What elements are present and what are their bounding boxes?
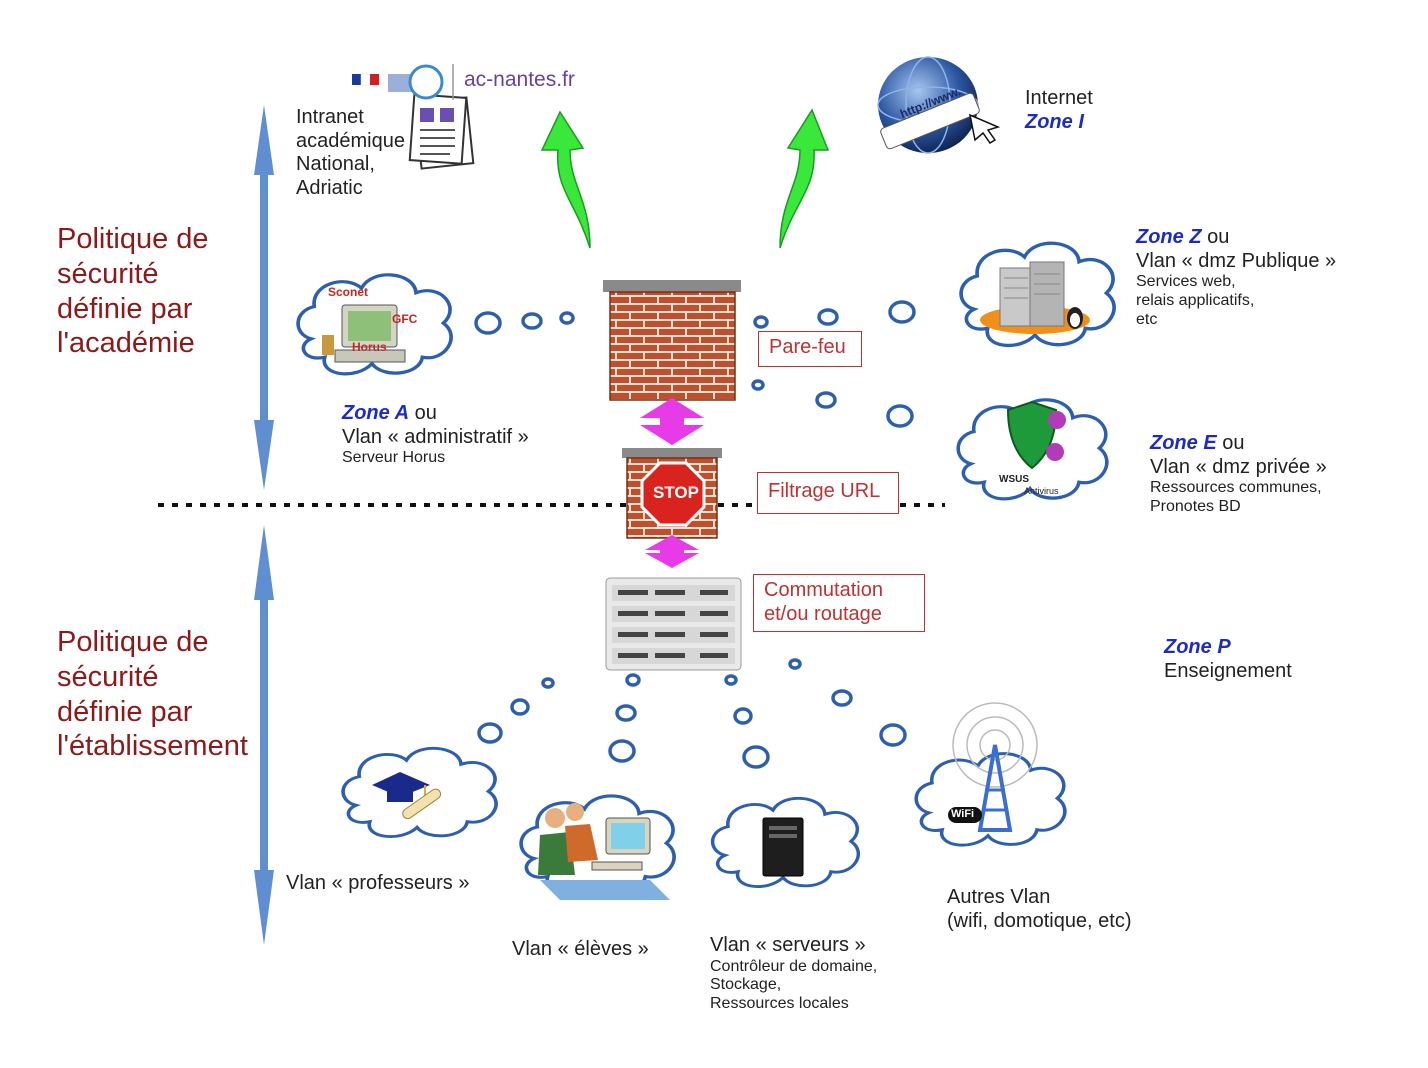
admin-computer-icon — [322, 304, 406, 363]
zone-p-label: Zone P — [1164, 636, 1231, 658]
intranet-line: Adriatic — [296, 176, 363, 199]
antivirus-label: Antivirus — [1024, 486, 1059, 496]
zone-z-vlan: Vlan « dmz Publique » — [1136, 249, 1337, 272]
server-tower-icon — [762, 817, 804, 877]
zone-a-block: Zone A ou Vlan « administratif » Serveur… — [342, 402, 529, 468]
academy-logo-icon — [352, 64, 454, 100]
dmz-public-servers-icon — [980, 261, 1090, 334]
internet-block: Internet Zone I — [1025, 87, 1093, 134]
zone-p-block: Zone P Enseignement — [1164, 636, 1292, 683]
parefeu-label: Pare-feu — [758, 331, 862, 367]
commutation-line: Commutation — [764, 579, 883, 601]
zone-i-label: Zone I — [1025, 110, 1084, 133]
zone-a-vlan: Vlan « administratif » — [342, 425, 529, 448]
zone-z-block: Zone Z ou Vlan « dmz Publique » Services… — [1136, 226, 1336, 330]
link-arrow-filter-switch — [645, 535, 699, 568]
policy-etablissement-line: Politique de — [57, 626, 209, 658]
cloud-vlan-professeurs — [341, 746, 498, 839]
students-computer-icon — [538, 803, 670, 900]
policy-academie-line: l'académie — [57, 327, 195, 360]
link-arrow-firewall-filter — [640, 398, 704, 445]
zone-z-or: ou — [1201, 226, 1230, 248]
policy-academie-line: sécurité — [57, 257, 159, 290]
wsus-label: WSUS — [999, 474, 1029, 485]
intranet-document-icon — [408, 93, 475, 170]
sconet-label: Sconet — [328, 285, 369, 299]
policy-etablissement-line: sécurité — [57, 660, 159, 693]
commutation-line: et/ou routage — [764, 603, 882, 625]
stop-sign-text: STOP — [653, 483, 699, 502]
policy-academie-line: Politique de — [57, 223, 209, 255]
intranet-line: Intranet — [296, 106, 364, 128]
policy-etablissement-line: l'établissement — [57, 730, 248, 763]
zone-z-detail: Services web, — [1136, 273, 1236, 291]
graduation-cap-icon — [372, 772, 442, 820]
vlan-autres-block: Autres Vlan (wifi, domotique, etc) — [947, 886, 1132, 933]
arrow-up-internet-icon — [779, 108, 830, 249]
zone-a-detail: Serveur Horus — [342, 449, 446, 467]
vlan-serveurs-block: Vlan « serveurs » Contrôleur de domaine,… — [710, 934, 877, 1014]
horus-label: Horus — [352, 340, 387, 354]
switch-router-icon — [605, 577, 742, 671]
vlan-serveurs-detail: Ressources locales — [710, 995, 849, 1013]
antivirus-shield-icon — [1006, 400, 1066, 470]
policy-etablissement-text: Politique de sécurité définie par l'étab… — [57, 625, 248, 764]
vlan-eleves-label: Vlan « élèves » — [512, 938, 649, 960]
zone-e-label: Zone E — [1150, 432, 1217, 454]
arrow-up-intranet-icon — [540, 110, 591, 249]
vlan-autres-line: (wifi, domotique, etc) — [947, 909, 1132, 932]
zone-z-label: Zone Z — [1136, 226, 1202, 248]
zone-e-block: Zone E ou Vlan « dmz privée » Ressources… — [1150, 432, 1327, 517]
zone-p-text: Enseignement — [1164, 659, 1292, 682]
policy-arrow-academie — [254, 105, 274, 490]
firewall-icon — [603, 280, 741, 401]
intranet-line: National, — [296, 153, 375, 176]
vlan-serveurs-label: Vlan « serveurs » — [710, 934, 866, 956]
wifi-tower-icon — [948, 702, 1038, 832]
zone-z-detail: etc — [1136, 310, 1158, 328]
academy-logo-text: ac-nantes.fr — [464, 68, 575, 91]
policy-academie-line: définie par — [57, 292, 193, 325]
intranet-line: académique — [296, 129, 405, 152]
policy-arrow-etablissement — [254, 525, 274, 945]
zone-e-detail: Ressources communes, — [1150, 479, 1322, 497]
commutation-label: Commutation et/ou routage — [753, 574, 925, 632]
zone-e-or: ou — [1216, 432, 1245, 454]
internet-globe-icon — [877, 56, 1001, 154]
bubble-chains — [474, 300, 916, 769]
vlan-autres-line: Autres Vlan — [947, 886, 1051, 908]
zone-e-vlan: Vlan « dmz privée » — [1150, 455, 1327, 478]
intranet-label: Intranet académique National, Adriatic — [296, 106, 405, 200]
zone-a-label: Zone A — [342, 402, 410, 424]
gfc-label: GFC — [392, 312, 418, 326]
vlan-serveurs-detail: Contrôleur de domaine, — [710, 957, 878, 975]
policy-etablissement-line: définie par — [57, 695, 193, 728]
vlan-professeurs-label: Vlan « professeurs » — [286, 872, 470, 894]
zone-a-or: ou — [409, 402, 437, 424]
filtrage-url-label: Filtrage URL — [757, 472, 899, 514]
policy-academie-text: Politique de sécurité définie par l'acad… — [57, 222, 209, 361]
internet-label: Internet — [1025, 87, 1093, 109]
zone-z-detail: relais applicatifs, — [1136, 292, 1255, 310]
wifi-label: WiFi — [951, 808, 975, 820]
zone-e-detail: Pronotes BD — [1150, 498, 1241, 516]
vlan-serveurs-detail: Stockage, — [710, 976, 782, 994]
